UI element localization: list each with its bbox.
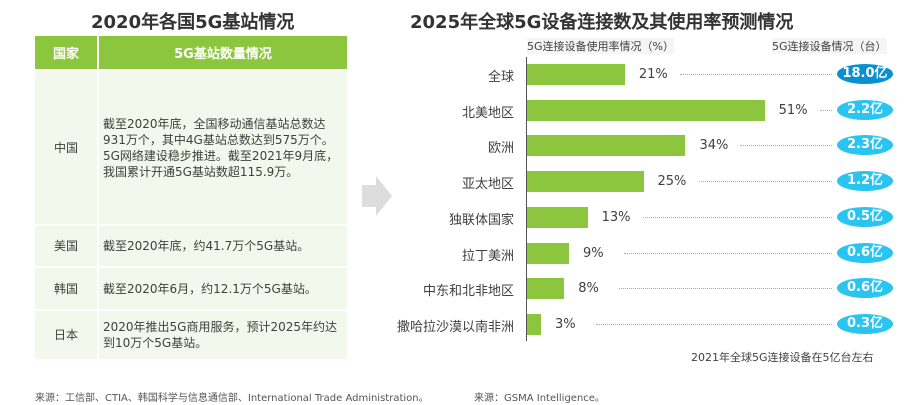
- device-count-badge: 0.3亿: [837, 313, 893, 334]
- bar: [527, 135, 686, 157]
- left-title: 2020年各国5G基站情况: [91, 12, 295, 33]
- axis-line: [526, 57, 527, 341]
- device-count-badge: 0.5亿: [837, 206, 893, 227]
- value-label: 51%: [778, 102, 808, 118]
- base-station-table: 国家 5G基站数量情况 中国 截至2020年底，全国移动通信基站总数达931万个，其…: [33, 34, 349, 361]
- bar: [527, 278, 565, 300]
- category-label: 欧洲: [487, 141, 514, 157]
- value-label: 8%: [578, 281, 599, 297]
- device-count-badge: 2.3亿: [837, 135, 893, 156]
- info: 截至2020年底，全国移动通信基站总数达931万个，其中4G基站总数达到575万…: [97, 69, 349, 226]
- value-label: 13%: [601, 209, 631, 225]
- bar: [527, 99, 765, 121]
- category-label: 独联体国家: [448, 212, 514, 228]
- category-label: 中东和北非地区: [422, 284, 514, 300]
- arrow-icon: [362, 176, 392, 216]
- device-count-badge: 1.2亿: [837, 171, 893, 192]
- bar: [527, 171, 644, 193]
- device-count-badge: 0.6亿: [837, 242, 893, 263]
- category-label: 全球: [487, 70, 514, 85]
- bar: [527, 64, 625, 85]
- chart-title: 2025年全球5G设备连接数及其使用率预测情况: [410, 12, 794, 33]
- leader-line: [679, 74, 832, 75]
- right-axis-label: 5G连接设备情况（台）: [772, 38, 887, 54]
- category-label: 拉丁美洲: [461, 248, 514, 264]
- info: 截至2020年底，约41.7万个5G基站。: [97, 224, 349, 268]
- value-label: 9%: [582, 245, 604, 261]
- value-label: 34%: [699, 138, 729, 154]
- info: 2020年推出5G商用服务，预计2025年约达到10万个5G基站。: [97, 309, 349, 361]
- leader-line: [698, 181, 832, 183]
- country: 中国: [33, 69, 99, 226]
- value-label: 25%: [657, 174, 687, 190]
- category-label: 撒哈拉沙漠以南非洲: [396, 319, 514, 335]
- leader-line: [619, 288, 832, 290]
- leader-line: [623, 252, 832, 254]
- device-count-badge: 2.2亿: [837, 99, 893, 120]
- country: 日本: [33, 309, 99, 361]
- left-axis-label: 5G连接设备使用率情况（%）: [527, 38, 674, 54]
- header-info: 5G基站数量情况: [97, 34, 349, 71]
- category-label: 亚太地区: [461, 177, 514, 193]
- bar: [527, 242, 569, 264]
- info: 截至2020年6月，约12.1万个5G基站。: [97, 266, 349, 311]
- header-country: 国家: [33, 34, 99, 71]
- chart-source: 来源：GSMA Intelligence。: [474, 393, 605, 404]
- leader-line: [819, 109, 832, 111]
- leader-line: [642, 216, 832, 218]
- chart-note: 2021年全球5G连接设备在5亿台左右: [691, 351, 874, 364]
- device-count-badge: 0.6亿: [837, 278, 893, 299]
- value-label: 3%: [554, 316, 576, 332]
- left-source: 来源：工信部、CTIA、韩国科学与信息通信部、International Tra…: [35, 393, 429, 404]
- leader-line: [595, 323, 832, 325]
- device-count-badge: 18.0亿: [837, 64, 893, 84]
- leader-line: [740, 145, 832, 147]
- bar: [527, 206, 588, 228]
- value-label: 21%: [638, 67, 668, 82]
- country: 美国: [33, 224, 99, 268]
- country: 韩国: [33, 266, 99, 311]
- bar: [527, 313, 541, 335]
- category-label: 北美地区: [461, 105, 514, 121]
